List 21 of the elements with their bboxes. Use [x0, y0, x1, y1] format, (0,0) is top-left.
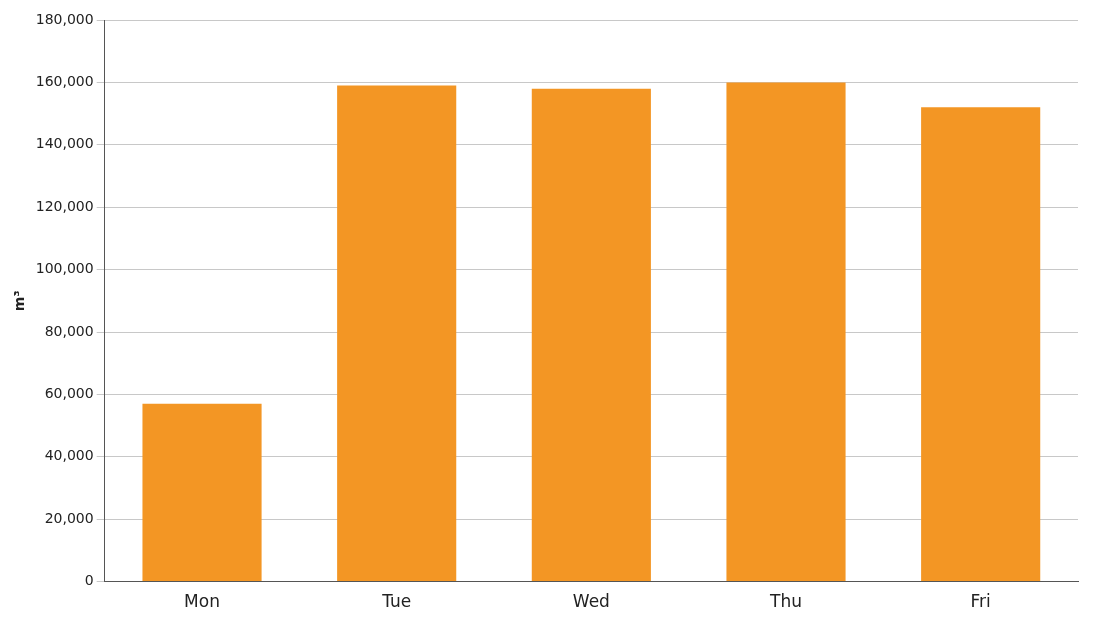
bar — [726, 82, 846, 582]
y-axis-title: m³ — [11, 290, 28, 312]
bar — [921, 107, 1041, 582]
bar — [531, 88, 651, 582]
y-tick-label: 0 — [84, 572, 94, 589]
y-tick-label: 100,000 — [35, 260, 94, 277]
y-tick-label: 60,000 — [44, 385, 94, 402]
x-tick-label: Tue — [381, 591, 412, 612]
y-tick-label: 160,000 — [35, 73, 94, 90]
y-tick-label: 80,000 — [44, 322, 94, 339]
y-tick-label: 40,000 — [44, 447, 94, 464]
bar — [337, 85, 457, 582]
x-tick-label: Mon — [184, 591, 220, 612]
x-tick-label: Thu — [769, 591, 802, 612]
y-tick-label: 20,000 — [44, 509, 94, 526]
bar — [142, 403, 262, 582]
x-tick-label: Fri — [970, 591, 991, 612]
y-tick-label: 180,000 — [35, 10, 94, 27]
x-tick-label: Wed — [572, 591, 610, 612]
y-tick-label: 140,000 — [35, 135, 94, 152]
y-tick-label: 120,000 — [35, 197, 94, 214]
